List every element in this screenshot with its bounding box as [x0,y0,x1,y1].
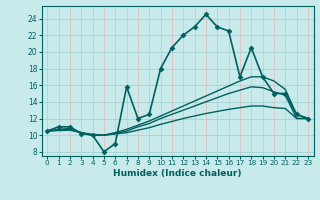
X-axis label: Humidex (Indice chaleur): Humidex (Indice chaleur) [113,169,242,178]
